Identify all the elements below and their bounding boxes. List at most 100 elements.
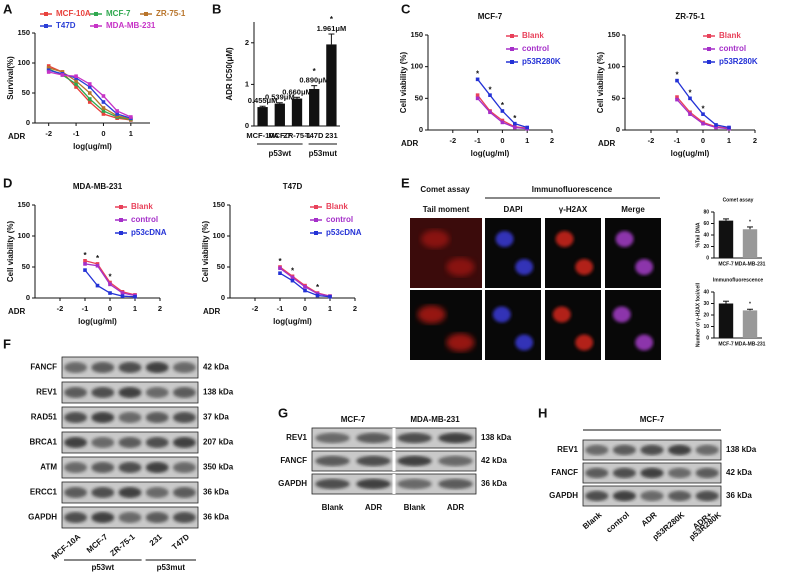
protein-label: BRCA1	[29, 438, 57, 447]
y-axis-label: ADR IC50(μM)	[225, 47, 234, 101]
nucleus	[575, 259, 594, 275]
x-tick-label: -1	[82, 304, 89, 313]
x-tick-label: 0	[108, 304, 112, 313]
bar	[742, 310, 758, 338]
value-label: 0.890μM	[299, 76, 329, 85]
band	[118, 362, 142, 373]
data-point	[83, 259, 87, 263]
size-label: 350 kDa	[203, 463, 234, 472]
data-point	[290, 278, 295, 283]
data-point	[714, 123, 718, 127]
column-header: DAPI	[503, 205, 522, 214]
significance-mark: *	[476, 69, 480, 78]
bar	[309, 88, 320, 126]
x-tick-label: 1	[525, 136, 529, 145]
y-tick-label: 50	[415, 93, 423, 102]
panel-label: A	[3, 1, 13, 16]
data-point	[675, 78, 679, 83]
band	[668, 467, 692, 479]
legend-marker	[144, 12, 148, 16]
data-point	[500, 120, 505, 125]
legend-label: MCF-10A	[56, 9, 91, 18]
band	[145, 487, 169, 498]
y-tick-label: 0	[706, 335, 709, 341]
protein-label: FANCF	[280, 456, 307, 465]
band	[64, 512, 88, 523]
chart-title: ZR-75-1	[675, 12, 705, 21]
nucleus	[555, 231, 574, 247]
x-tick-label: -1	[474, 136, 481, 145]
band	[695, 444, 719, 456]
data-point	[129, 115, 133, 119]
group-label: p53wt	[268, 149, 291, 158]
data-point	[83, 268, 87, 272]
x-tick-label: -1	[277, 304, 284, 313]
lane-label: control	[604, 510, 631, 534]
data-point	[101, 94, 106, 98]
data-point	[328, 294, 332, 299]
lane-label: Blank	[322, 503, 344, 512]
data-point	[101, 100, 106, 104]
protein-label: FANCF	[30, 363, 57, 372]
y-tick-label: 50	[612, 93, 620, 102]
band	[64, 387, 88, 398]
x-tick-label: -2	[449, 136, 456, 145]
band	[118, 462, 142, 473]
data-point	[675, 97, 679, 102]
legend-label: T47D	[56, 21, 76, 30]
legend-marker	[94, 12, 98, 16]
band	[668, 490, 692, 502]
y-tick-label: 0	[26, 293, 30, 302]
y-tick-label: 0	[221, 293, 225, 302]
band	[612, 444, 636, 456]
micrograph	[485, 290, 541, 360]
legend-label: control	[131, 215, 158, 224]
panel-label: D	[3, 175, 12, 190]
size-label: 138 kDa	[203, 388, 234, 397]
x-axis-label: log(ug/ml)	[471, 149, 510, 158]
y-tick-label: 100	[17, 231, 30, 240]
micrograph	[410, 290, 482, 360]
data-point	[115, 114, 119, 118]
band	[64, 437, 88, 448]
data-point	[101, 109, 106, 113]
y-axis-label: Cell viability (%)	[201, 220, 210, 282]
y-axis-label: Number of γ-H2AX foci/cell	[695, 282, 701, 347]
data-point	[60, 73, 65, 77]
y-tick-label: 0	[26, 118, 30, 127]
legend-label: Blank	[326, 202, 348, 211]
size-label: 36 kDa	[481, 479, 507, 488]
band	[612, 490, 636, 502]
data-point	[120, 294, 125, 298]
band	[172, 362, 196, 373]
data-point	[278, 271, 282, 275]
band	[118, 437, 142, 448]
size-label: 37 kDa	[203, 413, 229, 422]
band	[640, 490, 664, 502]
data-point	[303, 285, 307, 289]
data-point	[95, 263, 100, 268]
data-point	[513, 125, 517, 130]
data-point	[513, 121, 517, 126]
y-tick-label: 20	[703, 244, 709, 250]
y-tick-label: 80	[703, 209, 709, 215]
panel-label: E	[401, 175, 410, 190]
row-label: MCF-7	[399, 240, 408, 265]
protein-label: GAPDH	[549, 491, 578, 500]
data-point	[101, 106, 106, 110]
comet	[421, 230, 450, 248]
data-point	[688, 112, 692, 116]
y-tick-label: 2	[245, 38, 249, 47]
micrograph	[545, 218, 601, 288]
band	[315, 432, 350, 444]
band	[172, 437, 196, 448]
band	[695, 467, 719, 479]
x-tick-label: 231	[325, 131, 338, 140]
data-point	[315, 293, 320, 298]
significance-mark: *	[313, 67, 317, 76]
size-label: 36 kDa	[726, 491, 752, 500]
y-axis-label: Cell viability (%)	[6, 220, 15, 282]
x-tick-label: 0	[701, 136, 705, 145]
size-label: 36 kDa	[203, 488, 229, 497]
column-header: Tail moment	[423, 205, 470, 214]
